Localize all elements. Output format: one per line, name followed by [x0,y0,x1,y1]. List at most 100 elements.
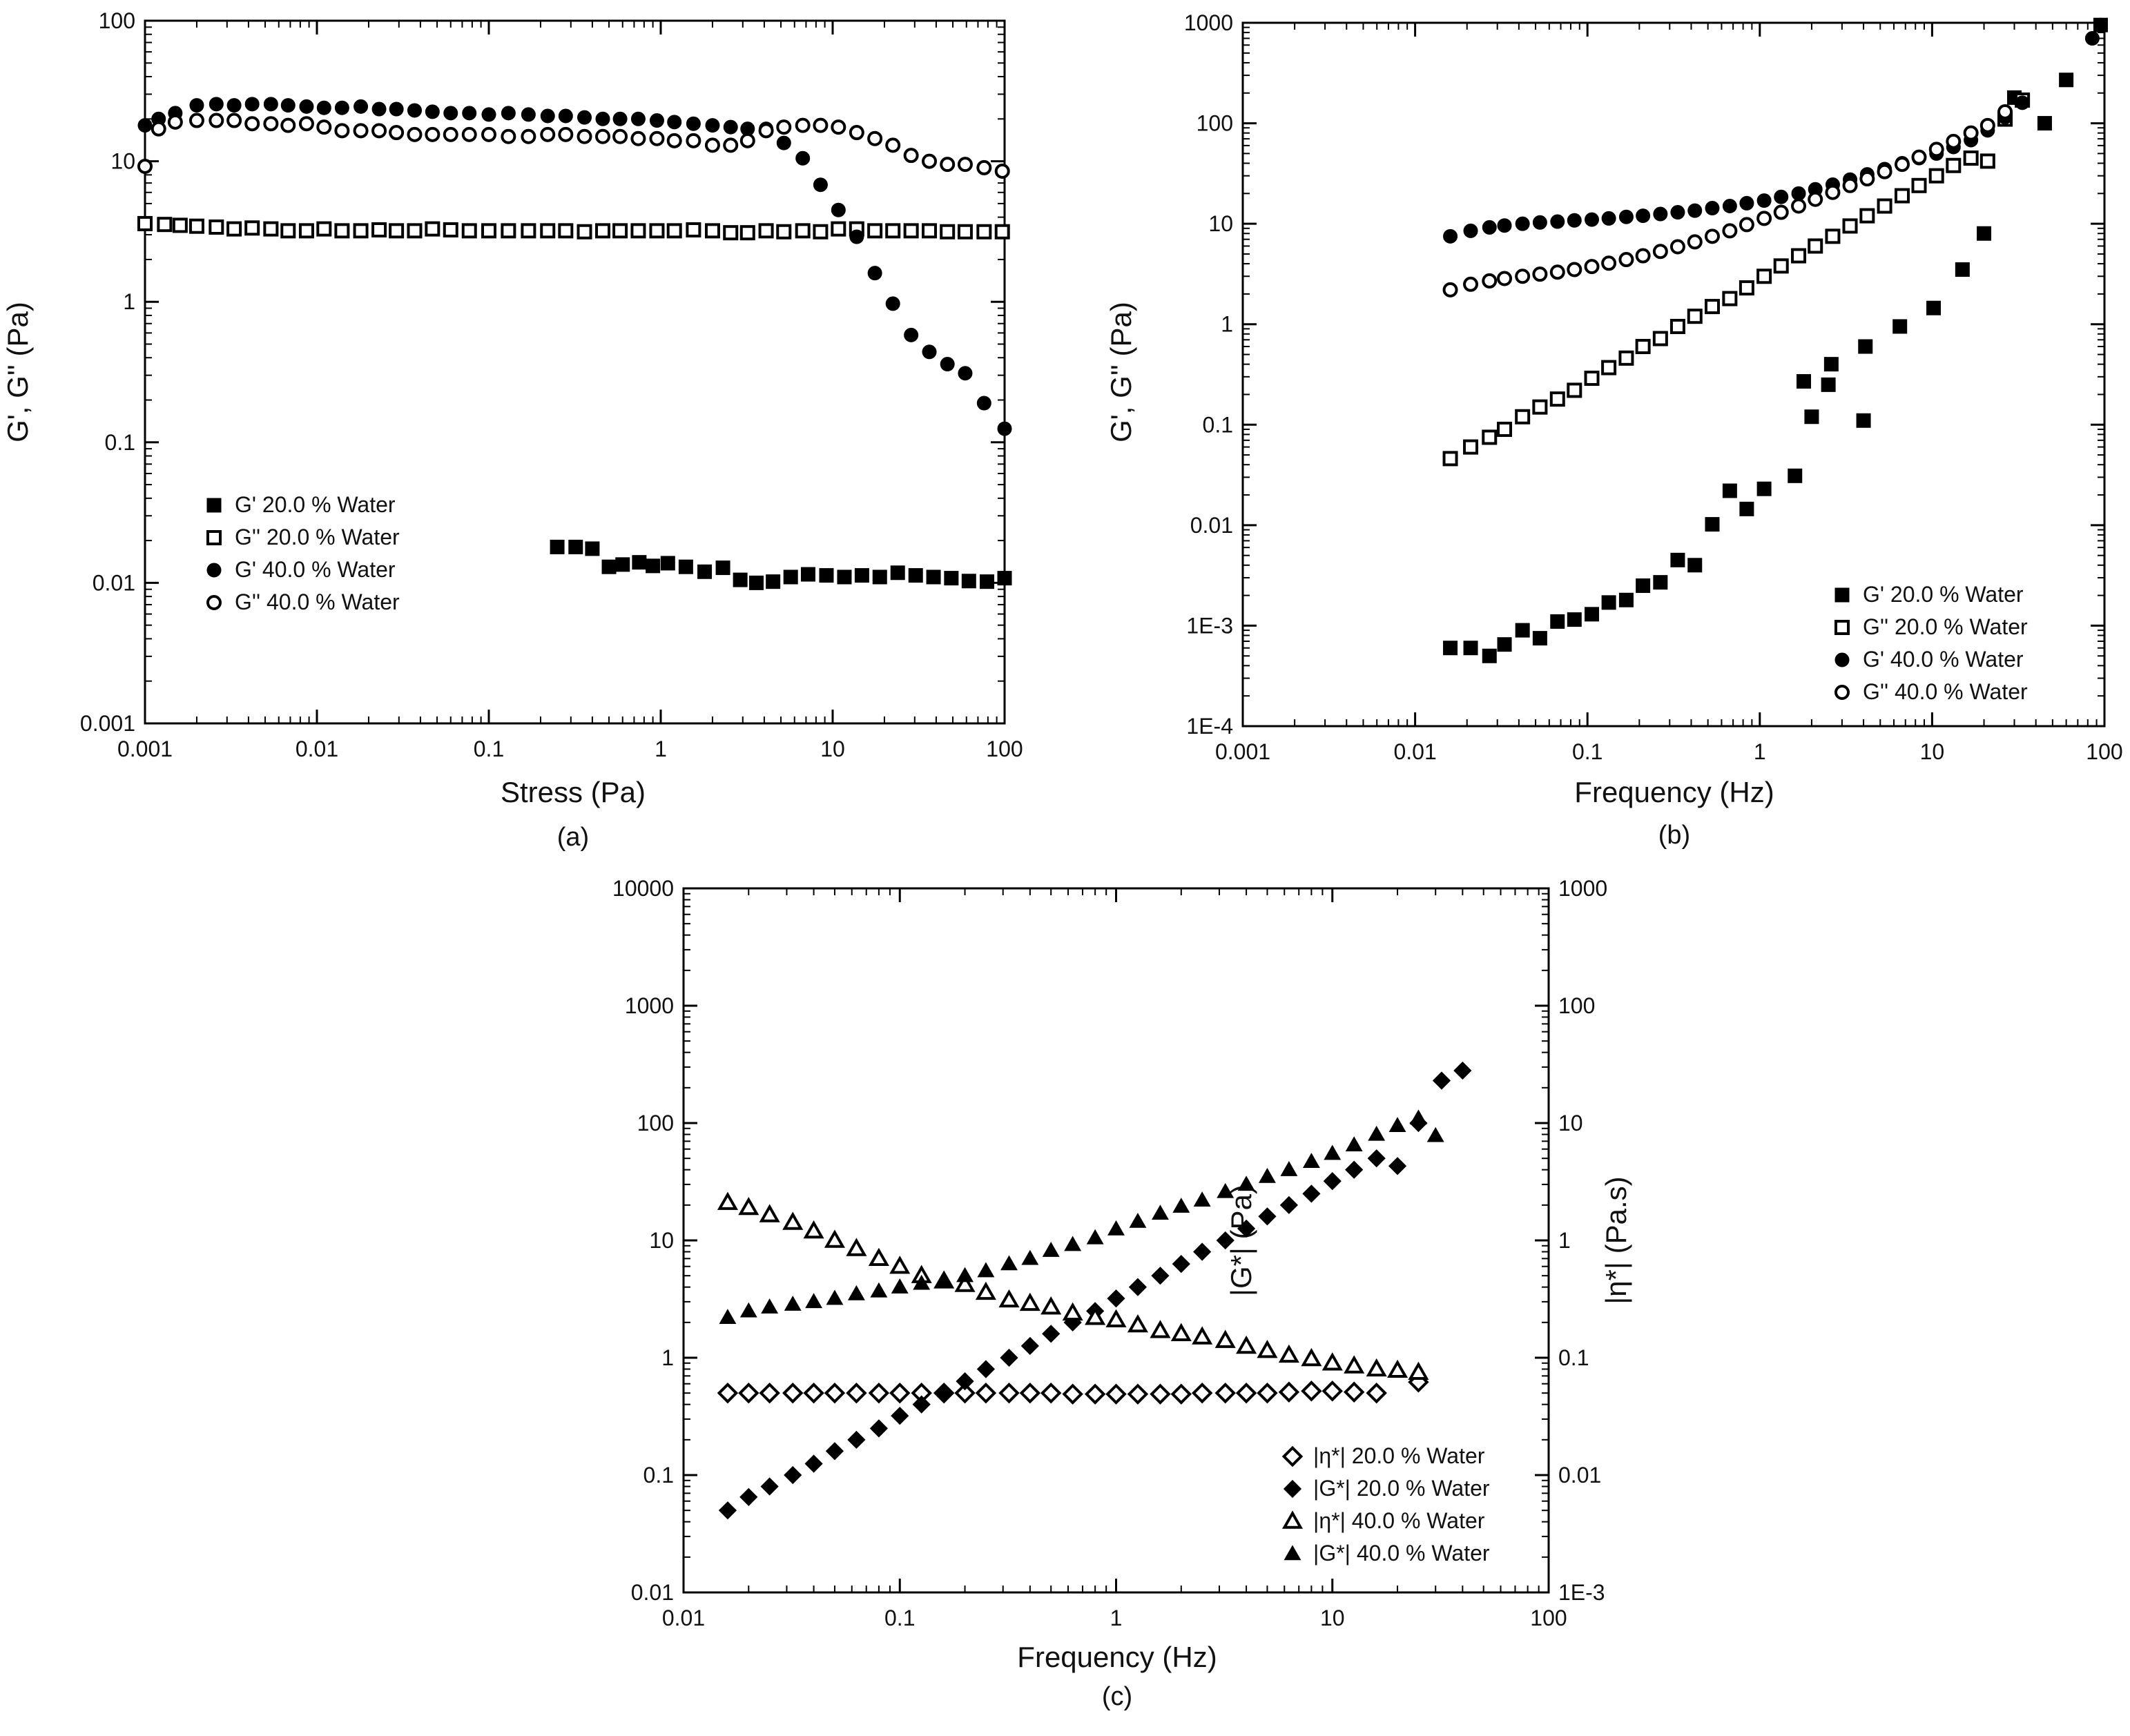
y-right-tick-label: 100 [1558,993,1595,1018]
data-point [1808,191,1823,207]
data-point [1064,1236,1082,1251]
x-tick-label: 0.01 [296,737,338,761]
data-point [1756,193,1772,208]
data-point [1585,212,1600,227]
data-point [956,1372,974,1391]
data-point [813,117,829,133]
data-point [1911,149,1927,165]
y-tick-label: 10 [649,1228,674,1253]
data-point [824,1382,846,1404]
data-point [1107,1220,1125,1236]
data-point [782,1211,804,1230]
series-3 [717,1191,1429,1380]
data-point [1343,1381,1365,1403]
legend-label: |G*| 20.0 % Water [1313,1476,1490,1501]
legend-marker [1281,1445,1304,1467]
data-point [1129,1212,1147,1228]
data-point [715,560,730,576]
data-point [244,97,260,112]
legend-marker [206,498,222,513]
y-tick-label: 1 [661,1345,674,1370]
data-point [1979,153,1995,169]
data-point [776,119,792,135]
data-point [868,1382,890,1404]
data-point [649,130,665,146]
x-tick-label: 100 [2086,739,2122,764]
data-point [316,119,332,135]
data-point [209,97,224,112]
data-point [872,569,887,585]
x-tick-label: 0.1 [884,1606,915,1630]
data-point [738,1382,759,1404]
data-point [846,1238,867,1256]
data-point [521,107,536,122]
data-point [961,574,976,589]
data-point [784,1296,802,1311]
data-point [795,150,811,166]
data-point [1532,631,1547,646]
legend-marker [1834,620,1850,635]
data-point [719,1309,737,1324]
data-point [718,1501,737,1520]
data-point [847,1285,865,1300]
data-point [167,114,183,130]
data-point [1532,215,1547,230]
data-point [1842,218,1858,234]
data-point [1739,280,1754,296]
data-point [739,1302,757,1318]
data-point [940,357,955,372]
data-point [1825,184,1841,200]
data-point [1020,1336,1039,1356]
data-point [1858,339,1873,354]
data-point [854,568,869,583]
data-point [1062,1302,1083,1321]
data-point [1842,177,1858,193]
data-point [819,568,834,583]
data-point [837,569,852,585]
data-point [1567,612,1582,627]
data-point [612,223,628,239]
legend-label: G'' 40.0 % Water [1863,679,2028,704]
data-point [1791,186,1806,201]
data-point [803,1382,824,1404]
data-point [904,327,919,342]
data-point [1722,199,1737,214]
data-point [540,126,556,142]
data-point [1442,451,1458,467]
data-point [686,116,701,131]
data-point [1704,228,1720,244]
x-tick-label: 10 [1920,739,1945,764]
data-point [1463,641,1478,656]
data-point [1739,195,1754,211]
data-point [1150,1383,1171,1405]
data-point [813,177,828,193]
data-point [867,223,883,239]
data-point [831,119,846,135]
data-point [1618,350,1634,366]
data-point [1825,228,1841,244]
data-point [723,225,739,241]
data-point [1214,1382,1236,1404]
legend: |η*| 20.0 % Water |G*| 20.0 % Water |η*| 4… [1281,1443,1490,1566]
data-point [354,99,369,114]
data-point [761,1298,779,1314]
data-point [316,100,331,115]
data-point [1497,421,1513,437]
data-point [1756,269,1772,284]
data-point [2093,17,2108,32]
data-point [1652,331,1668,347]
data-point [1567,262,1582,277]
y-tick-label: 10 [1208,211,1233,236]
data-point [1482,273,1498,289]
data-point [577,128,592,144]
data-point [824,1229,845,1248]
data-point [481,223,496,239]
data-point [558,126,574,142]
data-point [1977,226,1992,241]
data-point [975,1382,997,1404]
legend-label: G'' 20.0 % Water [235,525,400,549]
data-point [425,126,440,142]
data-point [280,223,296,239]
data-point [1549,391,1565,407]
data-point [826,1289,844,1305]
